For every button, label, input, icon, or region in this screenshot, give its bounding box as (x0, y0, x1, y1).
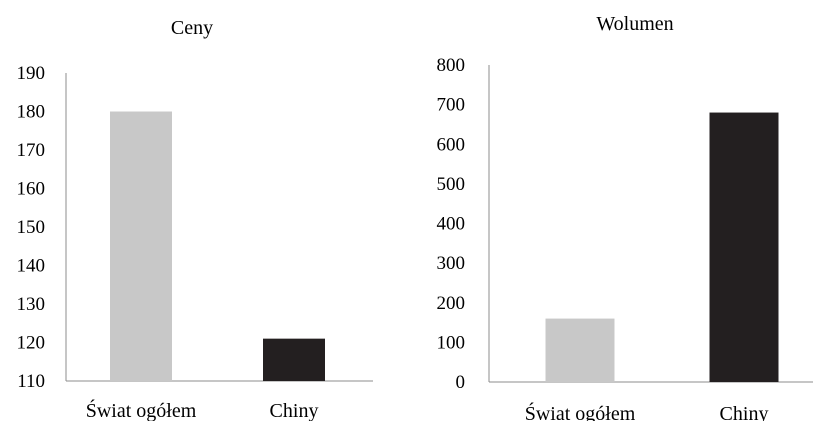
volume-category-label: Chiny (720, 403, 769, 421)
prices-y-tick-label: 160 (17, 179, 46, 200)
volume-category-label: Świat ogółem (525, 401, 636, 421)
volume-y-tick-label: 500 (437, 174, 466, 195)
volume-y-tick-label: 100 (437, 332, 466, 353)
volume-y-tick-label: 0 (456, 372, 466, 393)
prices-chart-title: Ceny (171, 17, 213, 39)
prices-category-label: Chiny (270, 400, 319, 421)
prices-y-tick-label: 140 (17, 256, 46, 277)
volume-chart-title: Wolumen (596, 13, 673, 35)
volume-y-tick-label: 800 (437, 55, 466, 76)
volume-chart: Wolumen 0 100 200 300 400 500 600 700 800 Świat og… (437, 13, 813, 421)
volume-y-tick-label: 600 (437, 134, 466, 155)
volume-bar-world (545, 318, 615, 382)
volume-y-tick-label: 300 (437, 253, 466, 274)
prices-y-tick-label: 110 (17, 371, 45, 392)
prices-y-tick-label: 180 (17, 102, 46, 123)
prices-bar-world (110, 111, 172, 381)
prices-y-tick-label: 190 (17, 63, 46, 84)
volume-y-tick-label: 400 (437, 214, 466, 235)
prices-y-tick-label: 150 (17, 217, 46, 238)
volume-y-tick-label: 200 (437, 293, 466, 314)
prices-bar-china (263, 338, 325, 381)
volume-y-tick-label: 700 (437, 95, 466, 116)
volume-bar-china (709, 112, 779, 383)
prices-y-tick-label: 120 (17, 333, 46, 354)
prices-chart: Ceny 110 120 130 140 150 160 170 180 190 Świat ogó… (17, 17, 373, 421)
prices-y-tick-label: 130 (17, 294, 46, 315)
prices-y-tick-label: 170 (17, 140, 46, 161)
prices-category-label: Świat ogółem (86, 398, 197, 421)
